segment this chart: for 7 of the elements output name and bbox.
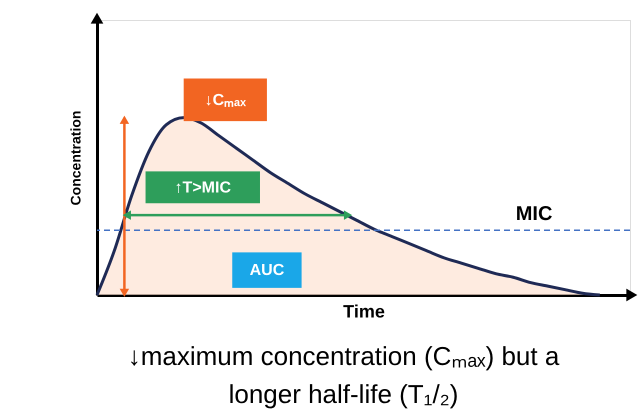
y-axis-title: Concentration bbox=[68, 110, 84, 206]
annotation: ↑T>MIC bbox=[174, 179, 232, 196]
text: ↓Cₘₐₓ bbox=[204, 92, 246, 109]
x-axis-title: Time bbox=[343, 302, 385, 322]
ref-line-label: MIC bbox=[516, 203, 552, 226]
annotation: AUC bbox=[250, 262, 285, 280]
text: ↓maximum concentration (Cₘₐₓ) but a longer half-life (T₁/₂) bbox=[128, 341, 560, 409]
